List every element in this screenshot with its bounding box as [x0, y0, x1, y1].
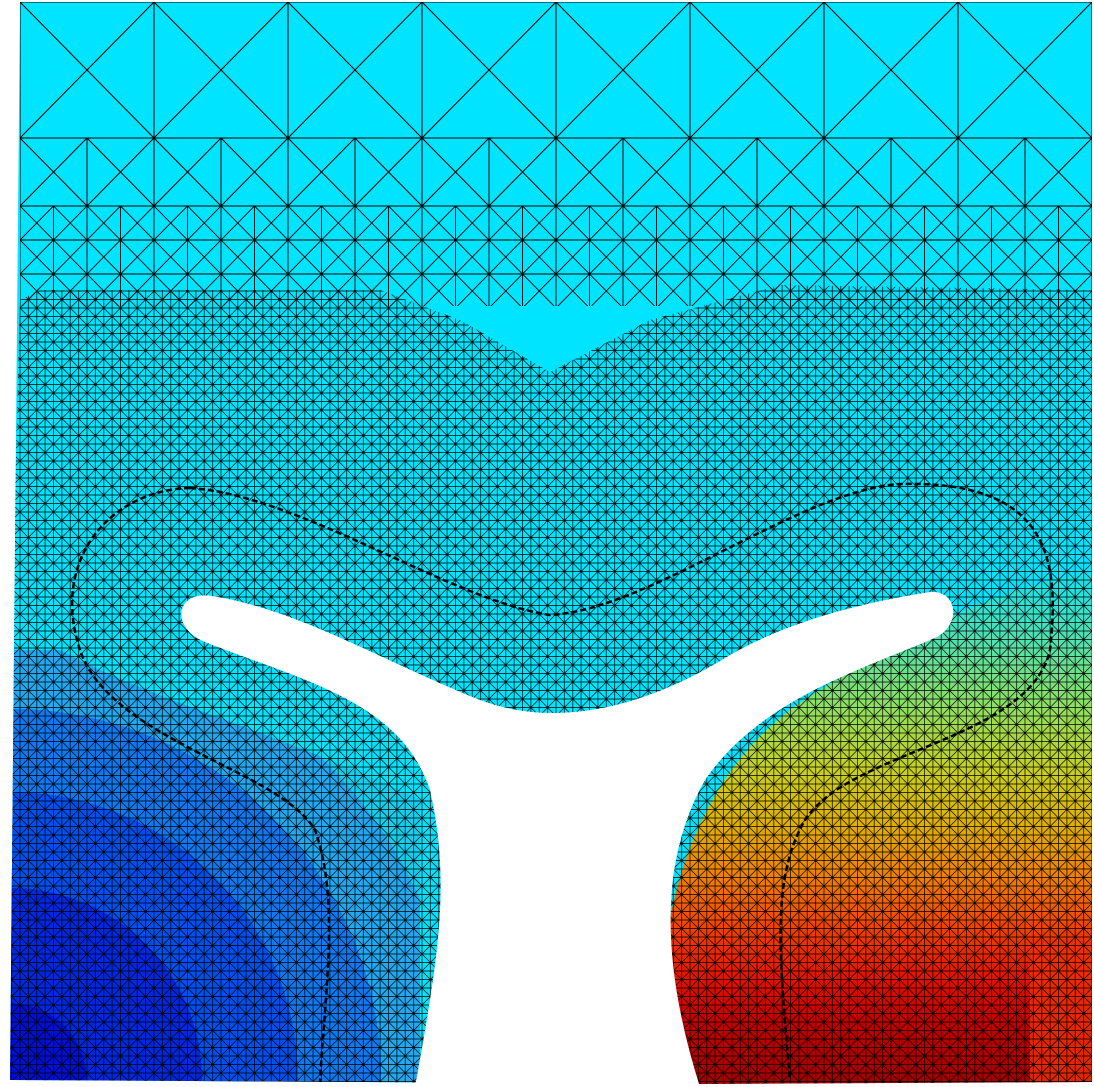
mesh-medium — [20, 138, 1092, 206]
hole — [181, 591, 954, 1087]
mesh-coarse — [20, 2, 1092, 138]
contour — [70, 482, 1055, 1083]
